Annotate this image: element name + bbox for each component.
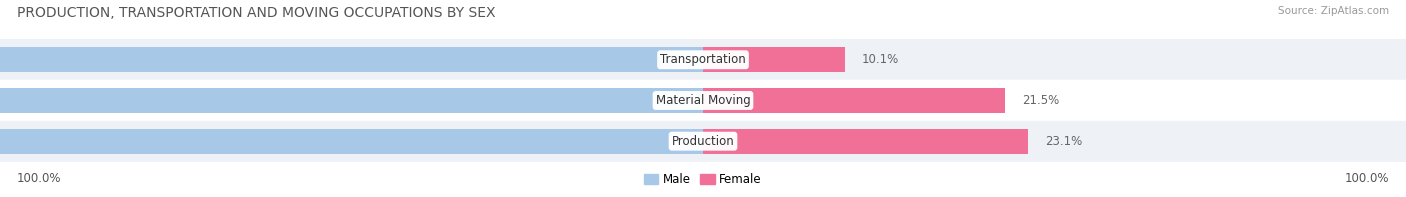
Text: 100.0%: 100.0% [17,172,62,185]
Text: 23.1%: 23.1% [1045,135,1081,148]
Text: PRODUCTION, TRANSPORTATION AND MOVING OCCUPATIONS BY SEX: PRODUCTION, TRANSPORTATION AND MOVING OC… [17,6,495,20]
Bar [703,129,1028,154]
Text: Material Moving: Material Moving [655,94,751,107]
Text: 21.5%: 21.5% [1022,94,1059,107]
Bar [703,47,845,72]
Bar [0,39,1406,80]
Legend: Male, Female: Male, Female [640,169,766,191]
Text: Transportation: Transportation [661,53,745,66]
Bar [0,47,703,72]
Bar [703,88,1005,113]
Bar [0,80,1406,121]
Text: 10.1%: 10.1% [862,53,898,66]
Bar [0,121,1406,162]
Bar [0,88,703,113]
Bar [0,129,703,154]
Text: Production: Production [672,135,734,148]
Text: Source: ZipAtlas.com: Source: ZipAtlas.com [1278,6,1389,16]
Text: 100.0%: 100.0% [1344,172,1389,185]
